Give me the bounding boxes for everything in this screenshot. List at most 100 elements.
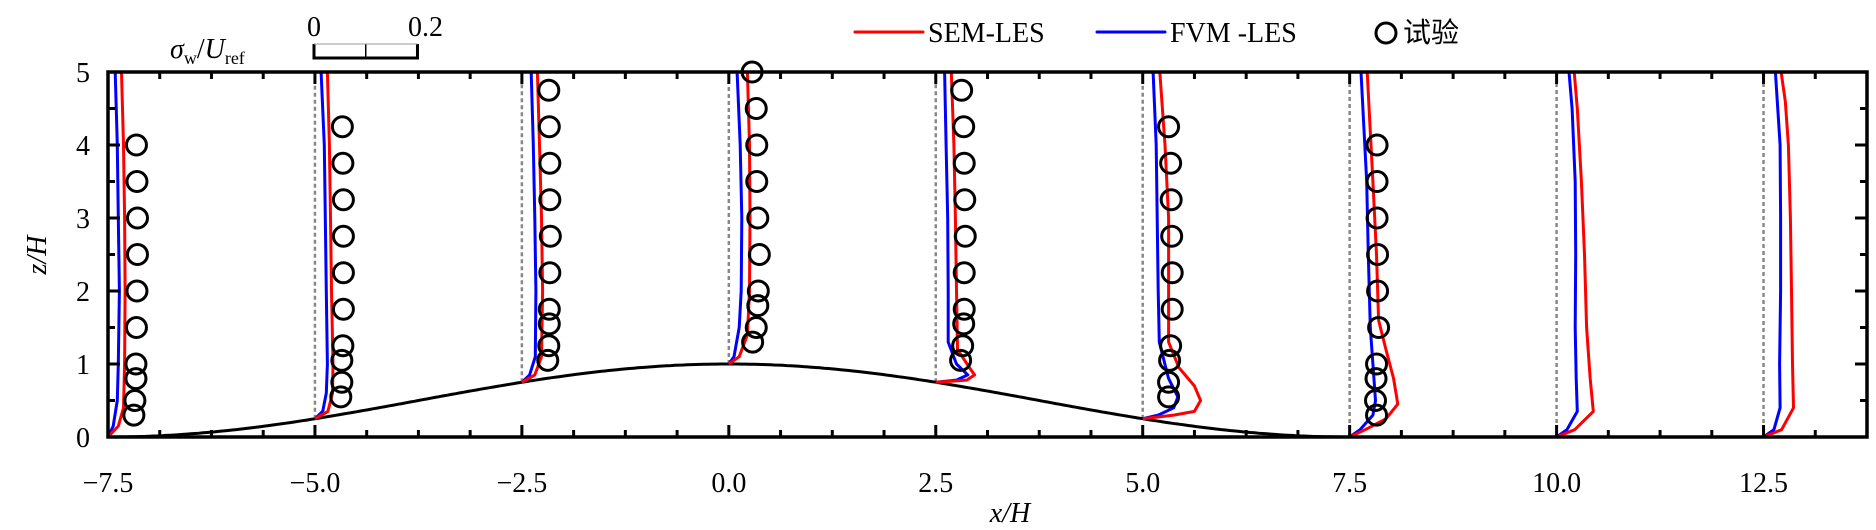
sem-les-profile — [106, 71, 127, 439]
tick-labels: −7.5 −5.0 −2.5 0.0 2.5 5.0 7.5 10.0 12.5 0 1 2 3 4 5 — [76, 58, 1788, 499]
experiment-point — [952, 297, 976, 321]
experiment-point — [746, 294, 770, 318]
x-tick-label: 5.0 — [1125, 468, 1160, 499]
scale-sub-ref: ref — [225, 48, 245, 68]
x-tick-label: 10.0 — [1532, 468, 1581, 499]
experiment-point — [1365, 170, 1389, 193]
experiment-point — [1365, 352, 1389, 376]
experiment-point — [125, 206, 149, 230]
experiment-point — [1365, 133, 1389, 157]
experiment-point — [538, 188, 562, 212]
sem-les-profile — [521, 71, 545, 384]
sem-les-profile — [1142, 71, 1203, 421]
experiment-point — [953, 188, 977, 212]
experiment-point — [331, 224, 355, 248]
fvm-les-profile — [935, 71, 970, 384]
y-tick-label: 1 — [76, 350, 90, 381]
experiment-point — [1160, 297, 1184, 321]
x-tick-label: −2.5 — [496, 468, 547, 499]
experiment-point — [537, 312, 561, 336]
experiment-point — [123, 389, 147, 412]
fvm-les-profile — [1762, 71, 1783, 439]
experiment-point — [331, 151, 355, 175]
experiment-point — [953, 224, 977, 248]
scale-sub-w: w — [184, 48, 197, 68]
experiment-point — [330, 348, 354, 372]
fvm-les-profile — [727, 71, 744, 365]
y-tick-label: 2 — [76, 277, 90, 308]
y-tick-label: 4 — [76, 131, 90, 162]
experiment-point — [330, 115, 354, 139]
legend-label-sem-les: SEM-LES — [928, 18, 1045, 49]
experiment-point — [952, 261, 976, 285]
scale-bar: σw/Uref 0 0.2 — [170, 12, 443, 68]
fvm-les-profile — [1348, 71, 1377, 439]
experiment-point — [952, 312, 976, 336]
experiment-point — [951, 334, 975, 358]
x-tick-label: 2.5 — [918, 468, 953, 499]
fvm-les-profile — [106, 71, 121, 438]
experiment-point — [1160, 224, 1184, 248]
experiment-point — [538, 224, 562, 248]
experiment-point — [746, 206, 770, 230]
experiment-point — [950, 78, 974, 102]
experiment-point — [331, 297, 355, 321]
experiment-point — [746, 279, 770, 303]
x-tick-label: −7.5 — [83, 468, 134, 499]
experiment-point — [744, 97, 768, 120]
experiment-point — [1366, 279, 1390, 303]
experiment-point — [1157, 370, 1181, 394]
experiment-point — [330, 370, 354, 394]
experiment-point — [1158, 348, 1182, 372]
fvm-les-profile — [520, 71, 538, 384]
fvm-les-profile — [1555, 71, 1579, 439]
hill-surface — [108, 362, 1867, 439]
experiment-point — [331, 334, 355, 358]
experiment-point — [744, 316, 768, 339]
experiment-point — [1159, 334, 1183, 358]
experiment-point — [122, 403, 146, 427]
fvm-les-profile — [313, 71, 329, 420]
scale-slash: / — [197, 34, 205, 65]
x-tick-label: 7.5 — [1332, 468, 1367, 499]
experiment-point — [1367, 316, 1391, 339]
x-tick-label: −5.0 — [290, 468, 341, 499]
legend-marker-experiment — [1374, 21, 1398, 45]
experiment-point — [1159, 151, 1183, 175]
legend-label-experiment: 试验 — [1403, 17, 1459, 49]
x-axis-label: x/H — [989, 498, 1032, 529]
legend: SEM-LES FVM -LES 试验 — [853, 17, 1459, 49]
experiment-point — [1365, 403, 1389, 427]
experiment-point — [537, 78, 561, 102]
experiment-point — [1364, 367, 1388, 391]
scale-bar-end-label: 0.2 — [408, 12, 443, 43]
experiment-point — [537, 115, 561, 139]
experiment-point — [1157, 385, 1181, 409]
sem-les-profile — [1762, 71, 1795, 439]
scale-bar-label: σw/Uref — [170, 34, 245, 68]
y-tick-label: 3 — [76, 204, 90, 235]
scale-bar-start-label: 0 — [307, 12, 321, 43]
experiment-point — [125, 243, 149, 266]
experiment-point — [1160, 261, 1184, 285]
experiment-point — [329, 385, 353, 409]
y-tick-label: 5 — [76, 58, 90, 89]
experiment-point — [1159, 188, 1183, 212]
axes — [106, 70, 1869, 439]
experiment-point — [949, 348, 973, 372]
y-axis-label: z/H — [22, 234, 53, 276]
scale-u: U — [205, 34, 227, 65]
legend-label-fvm-les: FVM -LES — [1170, 18, 1297, 49]
experiment-point — [741, 330, 765, 354]
y-tick-label: 0 — [76, 423, 90, 454]
experiment-point — [1365, 206, 1389, 230]
sem-les-profile — [1556, 71, 1595, 439]
experiment-point — [952, 151, 976, 175]
experiment-point — [124, 352, 148, 376]
experiment-point — [745, 133, 769, 157]
experiment-point — [331, 261, 355, 285]
experiment-point — [1364, 389, 1388, 412]
experiment-point — [747, 243, 771, 266]
experiment-point — [1366, 243, 1390, 266]
experiment-point — [538, 261, 562, 285]
